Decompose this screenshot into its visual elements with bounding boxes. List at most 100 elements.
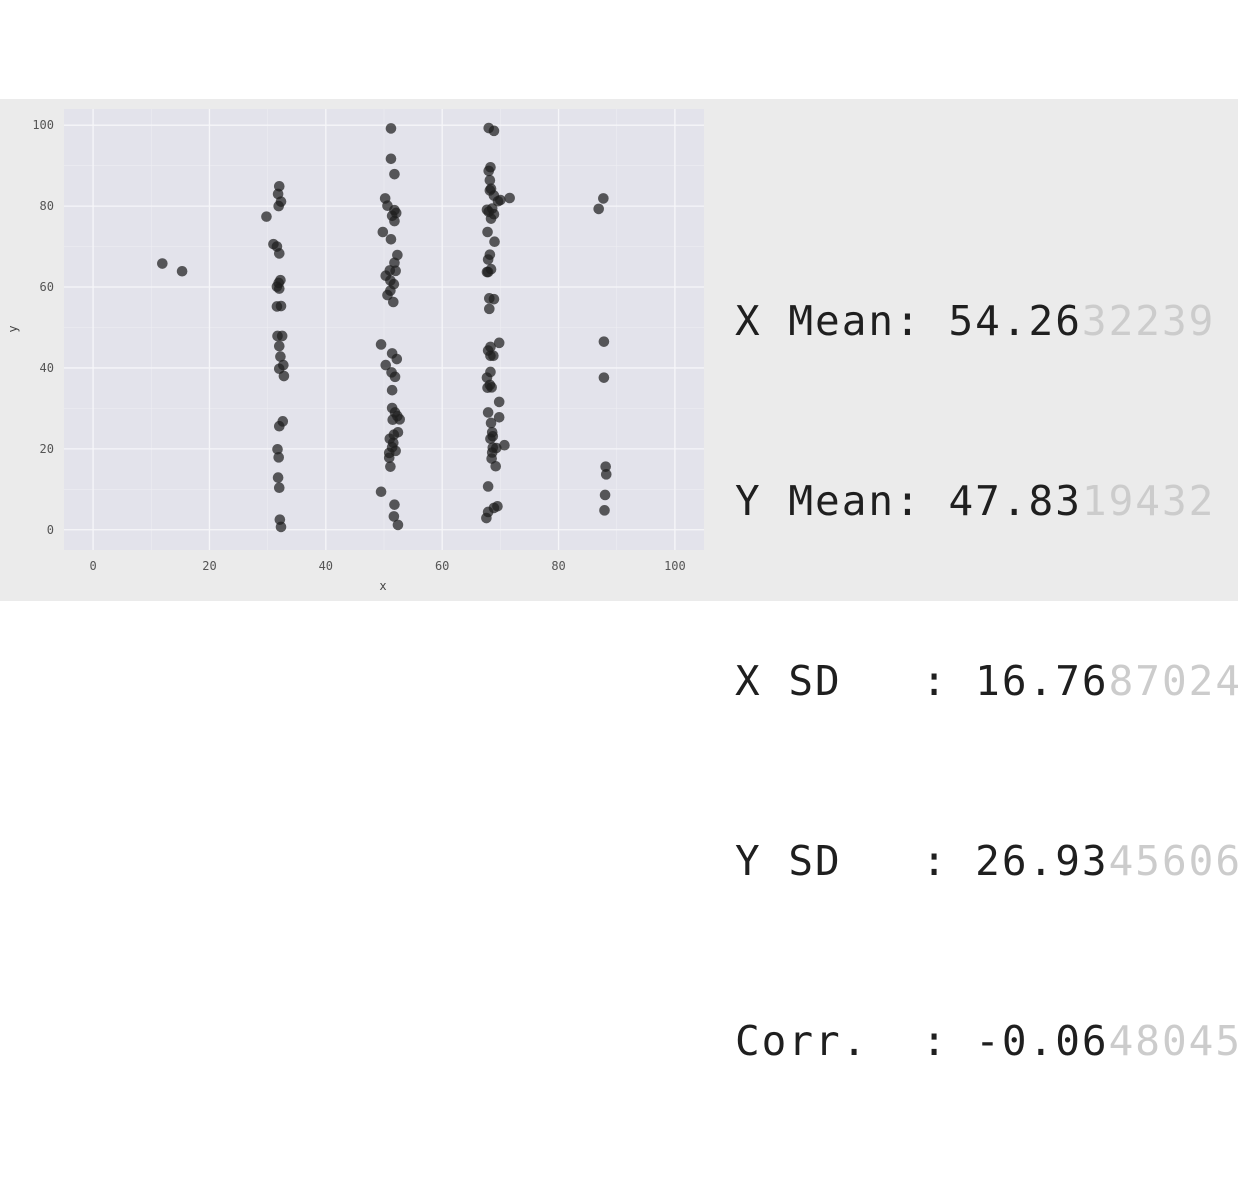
stat-value: 16.76: [975, 657, 1109, 705]
scatter-point: [493, 396, 505, 408]
scatter-point: [485, 341, 496, 353]
scatter-point: [391, 353, 403, 365]
stat-label: Y SD :: [735, 837, 976, 885]
stat-value: 54.26: [948, 297, 1082, 345]
stat-value: 47.83: [948, 477, 1082, 525]
scatter-point: [278, 359, 289, 371]
scatter-point: [488, 350, 499, 362]
scatter-point: [490, 442, 502, 454]
scatter-point: [176, 265, 188, 277]
scatter-point: [272, 443, 283, 455]
scatter-point: [276, 330, 288, 342]
stat-label: Corr. :: [735, 1017, 976, 1065]
scatter-point: [157, 258, 168, 269]
y-tick-label: 0: [47, 523, 54, 537]
x-tick-label: 20: [202, 559, 216, 573]
y-tick-label: 80: [40, 199, 54, 213]
scatter-point: [389, 168, 400, 180]
scatter-point: [600, 461, 611, 472]
stat-label: X SD :: [735, 657, 976, 705]
scatter-point: [389, 215, 400, 227]
scatter-point: [392, 249, 403, 261]
scatter-point: [383, 452, 395, 464]
scatter-point: [380, 359, 392, 371]
scatter-point: [388, 437, 399, 449]
scatter-point: [599, 489, 611, 501]
scatter-point: [273, 482, 285, 493]
x-tick-label: 0: [89, 559, 96, 573]
scatter-point: [275, 521, 287, 533]
x-tick-label: 40: [319, 559, 333, 573]
scatter-plot: 0 20 40 60 80 100 0 20 40 60 80 100 x y: [6, 109, 704, 593]
grid: [64, 109, 704, 550]
y-tick-label: 20: [40, 442, 54, 456]
scatter-point: [273, 452, 284, 463]
data-points: [157, 122, 612, 533]
scatter-point: [388, 278, 400, 290]
scatter-point: [385, 461, 396, 472]
scatter-point: [485, 161, 496, 173]
stat-value-faded-digits: 48045: [1108, 1017, 1238, 1065]
scatter-point: [499, 439, 510, 451]
stat-value-faded-digits: 32239: [1081, 297, 1216, 345]
scatter-point: [273, 180, 285, 192]
scatter-point: [598, 372, 610, 383]
scatter-point: [493, 337, 505, 349]
scatter-point: [489, 236, 500, 248]
scatter-point: [273, 248, 285, 259]
scatter-point: [495, 194, 506, 206]
scatter-point: [600, 469, 612, 480]
scatter-point: [493, 411, 505, 423]
scatter-point: [488, 208, 500, 220]
chart-panel: 0 20 40 60 80 100 0 20 40 60 80 100 x y X Mean: 54.…: [0, 99, 1238, 1065]
x-tick-label: 100: [664, 559, 686, 573]
scatter-point: [389, 499, 400, 510]
scatter-point: [375, 339, 387, 350]
scatter-point: [275, 274, 286, 286]
stat-value-faded-digits: 19432: [1081, 477, 1216, 525]
scatter-point: [598, 336, 610, 347]
scatter-point: [389, 371, 401, 383]
scatter-point: [261, 211, 272, 222]
stat-value-faded-digits: 45606: [1108, 837, 1238, 885]
x-tick-label: 80: [551, 559, 565, 573]
scatter-point: [504, 192, 515, 204]
scatter-point: [482, 481, 494, 492]
scatter-point: [485, 366, 496, 378]
x-axis-label: x: [379, 579, 386, 593]
scatter-point: [484, 174, 496, 186]
scatter-point: [275, 196, 287, 207]
stat-label: X Mean:: [735, 297, 949, 345]
stat-row-x-mean: X Mean: 54.2632239: [735, 291, 1238, 351]
stat-value: -0.06: [975, 1017, 1109, 1065]
summary-statistics: X Mean: 54.2632239 Y Mean: 47.8319432 X …: [735, 171, 1238, 1191]
scatter-point: [392, 519, 404, 531]
scatter-point: [275, 351, 286, 362]
scatter-point: [490, 460, 502, 472]
scatter-point: [375, 486, 387, 498]
scatter-point: [488, 293, 500, 305]
scatter-point: [485, 417, 497, 429]
scatter-point: [390, 445, 401, 457]
scatter-point: [484, 303, 495, 315]
scatter-point: [385, 153, 397, 165]
scatter-point: [593, 203, 604, 215]
scatter-point: [486, 382, 497, 393]
scatter-point: [388, 511, 400, 522]
scatter-point: [482, 226, 493, 238]
y-tick-label: 60: [40, 280, 54, 294]
y-tick-label: 40: [40, 361, 54, 375]
scatter-point: [599, 505, 610, 516]
scatter-point: [394, 414, 406, 425]
scatter-point: [487, 431, 499, 442]
scatter-point: [272, 472, 284, 483]
stat-row-corr: Corr. : -0.0648045: [735, 1011, 1238, 1071]
scatter-point: [484, 249, 496, 260]
tick-labels: 0 20 40 60 80 100 0 20 40 60 80 100: [32, 118, 685, 573]
scatter-point: [273, 340, 285, 352]
stat-value: 26.93: [975, 837, 1109, 885]
stat-row-y-mean: Y Mean: 47.8319432: [735, 471, 1238, 531]
scatter-point: [385, 233, 397, 245]
scatter-point: [598, 193, 609, 204]
stat-value-faded-digits: 87024: [1108, 657, 1238, 705]
